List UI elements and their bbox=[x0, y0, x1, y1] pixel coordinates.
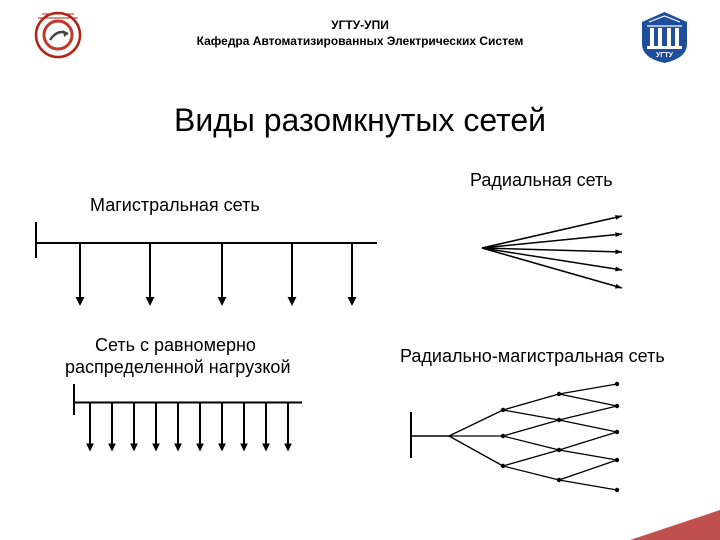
header-block: УГТУ-УПИ Кафедра Автоматизированных Элек… bbox=[0, 18, 720, 49]
caption-radmag: Радиально-магистральная сеть bbox=[400, 346, 665, 367]
department-name: Кафедра Автоматизированных Электрических… bbox=[0, 34, 720, 50]
diagram-uniform bbox=[70, 382, 320, 462]
caption-magistral: Магистральная сеть bbox=[90, 195, 260, 216]
caption-uniform-1: Сеть с равномерно bbox=[95, 335, 256, 356]
page-title: Виды разомкнутых сетей bbox=[0, 102, 720, 139]
corner-accent bbox=[630, 510, 720, 540]
caption-radial: Радиальная сеть bbox=[470, 170, 613, 191]
caption-uniform-2: распределенной нагрузкой bbox=[65, 357, 291, 378]
diagram-radial bbox=[478, 204, 638, 294]
university-name: УГТУ-УПИ bbox=[0, 18, 720, 34]
diagram-magistral bbox=[32, 218, 392, 318]
diagram-radmag bbox=[405, 370, 665, 520]
svg-text:УГТУ: УГТУ bbox=[656, 52, 674, 59]
